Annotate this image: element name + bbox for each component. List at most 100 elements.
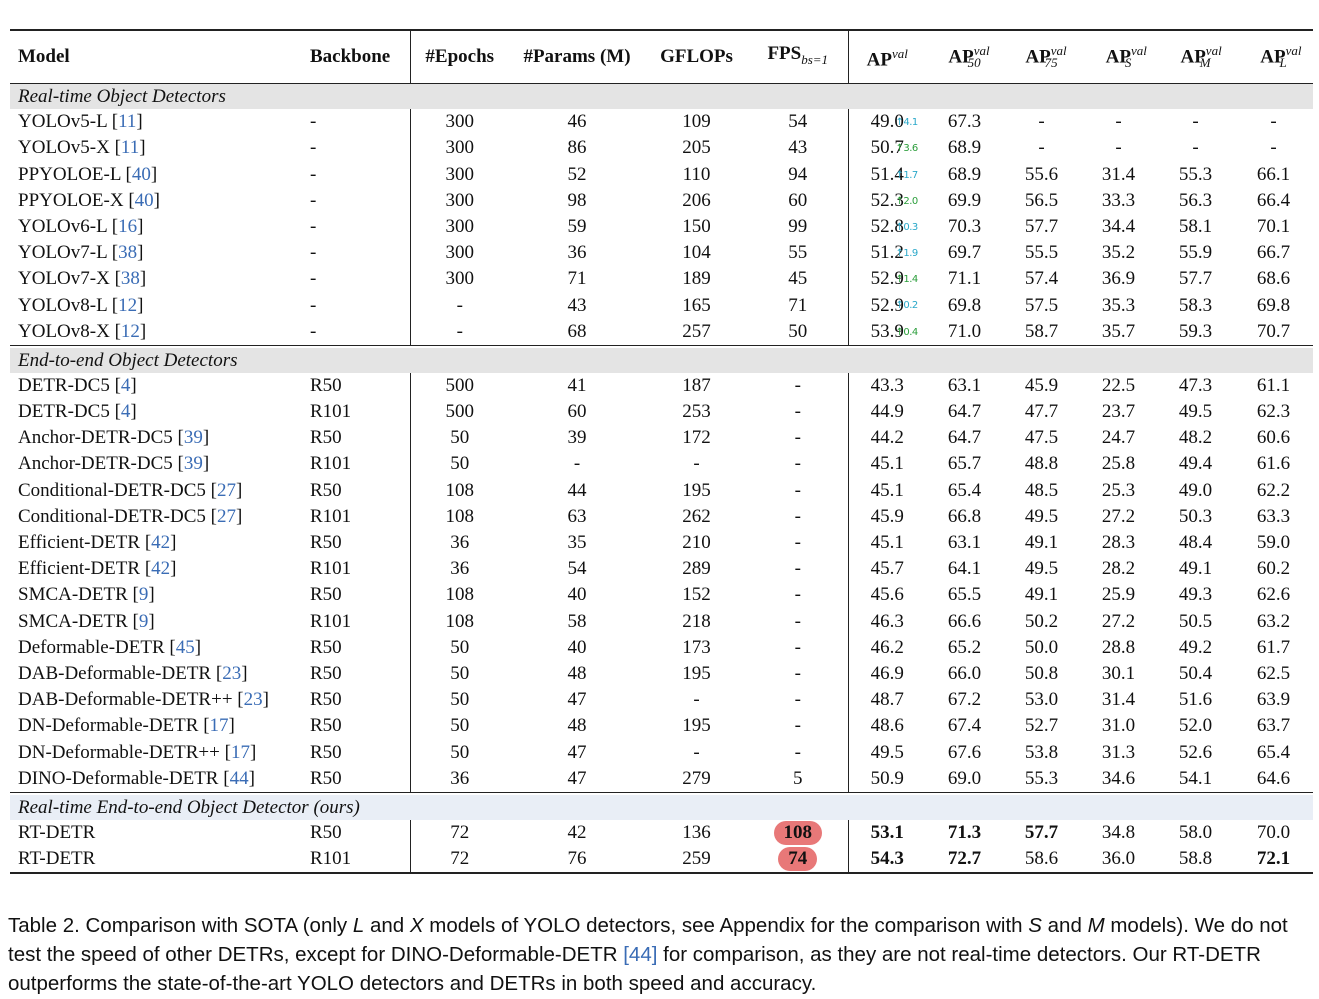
fps-cell: - (794, 532, 801, 554)
ap75-cell: - (1038, 137, 1045, 159)
section-divider (10, 344, 1313, 348)
ap75-cell: 57.5 (1024, 294, 1059, 316)
table-row: PPYOLOE-L [40] - 300 52 110 94 51.4 ↑1.7 68.9 55.… (10, 161, 1313, 188)
citation-link[interactable]: 4 (120, 374, 131, 396)
backbone-cell: R101 (306, 846, 410, 875)
citation-link[interactable]: 9 (138, 584, 149, 606)
apl-cell: 63.3 (1256, 505, 1291, 527)
citation-link[interactable]: 27 (216, 479, 236, 501)
ap-cell: 51.2 ↑1.9 (847, 240, 926, 267)
apl-cell: 65.4 (1256, 741, 1291, 763)
citation-link[interactable]: 40 (131, 163, 151, 185)
citation-link[interactable]: 16 (118, 215, 138, 237)
section-title-row: Real-time End-to-end Object Detector (ou… (10, 794, 1313, 820)
apm-cell: 49.5 (1178, 401, 1213, 423)
citation-link[interactable]: 27 (216, 505, 236, 527)
citation-link[interactable]: 39 (183, 427, 203, 449)
apl-cell: 63.9 (1256, 689, 1291, 711)
caption-ref-link[interactable]: [44] (623, 943, 658, 966)
ap-value: 52.9 (870, 294, 904, 316)
aps-cell: 34.8 (1101, 821, 1136, 843)
epochs-cell: 108 (409, 503, 509, 530)
citation-link[interactable]: 9 (138, 610, 149, 632)
header-params: #Params (M) (523, 46, 631, 68)
ap-cell: 44.2 (847, 425, 926, 452)
citation-link[interactable]: 40 (134, 189, 154, 211)
section-title: End-to-end Object Detectors (10, 347, 1313, 373)
model-name: RT-DETR (18, 821, 96, 843)
backbone-cell: R50 (310, 767, 342, 789)
fps-cell: - (794, 689, 801, 711)
citation-link[interactable]: 4 (120, 401, 131, 423)
aps-cell: 31.4 (1101, 689, 1136, 711)
citation-link[interactable]: 17 (230, 741, 250, 763)
model-name-cell: Efficient-DETR [42] (18, 532, 177, 554)
aps-cell: 28.8 (1101, 636, 1136, 658)
section-realtime-detectors: Real-time Object Detectors YOLOv5-L [11] -… (10, 83, 1313, 346)
header-ap: APval (847, 30, 926, 84)
ap-cell: 49.5 (847, 739, 926, 766)
epochs-cell: 36 (409, 556, 509, 583)
ap50-cell: 64.1 (947, 558, 982, 580)
backbone-cell: - (310, 111, 317, 133)
epochs-cell: 72 (409, 846, 509, 875)
citation-link[interactable]: 17 (209, 715, 229, 737)
table-row: SMCA-DETR [9] R50 108 40 152 - 45.6 65.5 49.1 25.… (10, 582, 1313, 609)
model-name: DINO-Deformable-DETR (18, 767, 219, 789)
gflops-cell: 259 (645, 846, 748, 875)
ap-cell: 43.3 (847, 372, 926, 399)
apm-cell: 49.0 (1178, 479, 1213, 501)
apm-cell: 57.7 (1178, 268, 1213, 290)
gflops-cell: 104 (682, 242, 711, 264)
citation-link[interactable]: 12 (118, 294, 138, 316)
table-row: PPYOLOE-X [40] - 300 98 206 60 52.3 ↑2.0 69.9 56.… (10, 187, 1313, 214)
citation-link[interactable]: 39 (183, 453, 203, 475)
citation-link[interactable]: 38 (118, 242, 138, 264)
fps-cell: 43 (788, 137, 808, 159)
epochs-cell: 72 (409, 819, 509, 846)
apl-cell: 68.6 (1256, 268, 1291, 290)
citation-link[interactable]: 38 (120, 268, 140, 290)
aps-cell: 31.3 (1101, 741, 1136, 763)
citation-link[interactable]: 45 (175, 636, 195, 658)
citation-link[interactable]: 11 (118, 111, 137, 133)
section-title: Real-time Object Detectors (10, 83, 1313, 110)
model-name: SMCA-DETR (18, 584, 128, 606)
citation-link[interactable]: 44 (229, 767, 249, 789)
params-cell: - (573, 453, 581, 475)
citation-link[interactable]: 23 (243, 689, 263, 711)
epochs-cell: 300 (409, 161, 509, 188)
gflops-cell: 218 (682, 610, 711, 632)
ap50-cell: 71.3 (947, 821, 982, 843)
ap50-cell: 66.6 (947, 610, 982, 632)
params-cell: 59 (567, 215, 587, 237)
citation-link[interactable]: 11 (120, 137, 140, 159)
handwritten-gap-note: ↑2.0 (895, 195, 919, 207)
citation-link[interactable]: 23 (222, 662, 242, 684)
citation-link[interactable]: 42 (151, 558, 171, 580)
ap-cell: 52.8 ↑0.3 (847, 213, 926, 241)
ap-cell: 45.9 (847, 503, 926, 530)
ap50-cell: 71.1 (947, 268, 982, 290)
table-row: YOLOv5-X [11] - 300 86 205 43 50.7 ↑3.6 68.9 - - - - (10, 135, 1313, 162)
section-ours: Real-time End-to-end Object Detector (ou… (10, 791, 1313, 875)
ap75-cell: 49.1 (1024, 584, 1059, 606)
params-cell: 44 (567, 479, 587, 501)
apl-cell: 60.6 (1256, 427, 1291, 449)
citation-link[interactable]: 12 (120, 320, 140, 342)
comparison-table-wrapper: Model Backbone #Epochs #Params (M) GFLOP… (10, 29, 1313, 875)
epochs-cell: 300 (409, 266, 509, 293)
epochs-cell: 300 (409, 187, 509, 214)
model-name-cell: PPYOLOE-X [40] (18, 189, 160, 211)
backbone-cell: R50 (310, 689, 342, 711)
table-row: DETR-DC5 [4] R50 500 41 187 - 43.3 63.1 45.9 22.5… (10, 372, 1313, 399)
model-name-cell: YOLOv7-L [38] (18, 242, 144, 264)
ap-value: 51.4 (870, 163, 904, 185)
params-cell: 48 (567, 662, 587, 684)
ap-value: 50.7 (870, 137, 904, 159)
table-row: YOLOv7-L [38] - 300 36 104 55 51.2 ↑1.9 69.7 55.5… (10, 240, 1313, 267)
citation-link[interactable]: 42 (151, 532, 171, 554)
apl-cell: 69.8 (1256, 294, 1291, 316)
apl-cell: 70.1 (1256, 215, 1291, 237)
epochs-cell: 500 (409, 372, 509, 399)
